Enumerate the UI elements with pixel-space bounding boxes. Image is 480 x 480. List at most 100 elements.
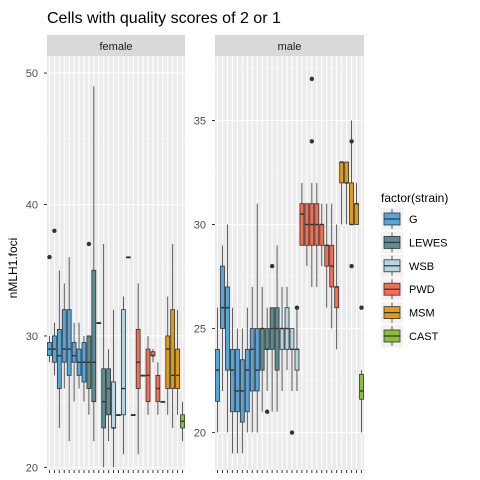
box-body — [349, 182, 354, 225]
box-male-wsb-17 — [294, 305, 300, 391]
box-male-pwd-18 — [299, 182, 305, 246]
outlier-point — [309, 139, 315, 144]
outlier-point — [359, 305, 364, 310]
box-male-msm-29 — [354, 182, 359, 225]
box-body — [71, 342, 77, 363]
box-male-pwd-22 — [319, 203, 325, 267]
box-body — [91, 269, 97, 403]
box-female-msm-25 — [165, 296, 171, 415]
legend-label-cast: CAST — [409, 331, 439, 343]
box-body — [225, 286, 230, 371]
box-male-g-7 — [244, 307, 250, 433]
box-body — [215, 348, 220, 402]
box-male-g-5 — [234, 328, 240, 454]
box-male-msm-27 — [344, 161, 350, 225]
box-body — [279, 328, 285, 350]
legend-item-lewes: LEWES — [381, 231, 448, 254]
box-body — [274, 307, 280, 371]
box-male-g-3 — [225, 224, 230, 433]
box-female-g-5 — [66, 257, 72, 442]
strip-label-male: male — [278, 41, 302, 53]
box-body — [106, 368, 111, 416]
box-male-msm-28 — [349, 120, 354, 269]
box-body — [339, 161, 345, 184]
y-tick-label: 20 — [26, 462, 38, 474]
strip-male — [215, 35, 364, 56]
box-female-lewes-9 — [86, 241, 92, 415]
box-body — [61, 309, 67, 363]
box-body — [135, 328, 141, 389]
box-female-pwd-20 — [140, 374, 146, 377]
box-body — [165, 335, 171, 389]
box-male-pwd-21 — [314, 182, 320, 287]
strip-label-female: female — [99, 41, 132, 53]
box-female-lewes-10 — [91, 86, 97, 442]
box-body — [289, 328, 295, 350]
outlier-point — [289, 430, 295, 435]
panel-background — [47, 56, 185, 470]
box-male-lewes-10 — [259, 286, 265, 412]
box-female-pwd-23 — [155, 362, 161, 415]
y-tick-label: 30 — [194, 220, 206, 232]
box-male-g-1 — [215, 307, 220, 433]
box-male-cast-30 — [359, 305, 364, 433]
box-female-pwd-21 — [145, 335, 151, 415]
box-male-wsb-14 — [279, 286, 285, 391]
outlier-point — [47, 254, 52, 260]
box-body — [175, 348, 180, 389]
box-body — [234, 348, 240, 413]
box-male-lewes-12 — [269, 263, 275, 412]
box-body — [344, 161, 350, 184]
box-body — [244, 348, 250, 413]
panels: female 20 30 40 50 male 20 25 30 35 — [26, 35, 364, 474]
outlier-point — [294, 305, 300, 310]
box-female-msm-26 — [170, 243, 176, 428]
panel-background — [215, 56, 364, 470]
y-axis-title: nMLH1.foci — [6, 238, 20, 299]
outlier-point — [349, 263, 354, 269]
box-body — [170, 309, 176, 389]
box-female-g-3 — [56, 270, 62, 428]
box-female-g-4 — [61, 283, 67, 389]
outlier-point — [52, 228, 57, 233]
box-body — [220, 265, 225, 329]
box-female-lewes-11 — [96, 322, 102, 324]
box-female-g-7 — [76, 322, 82, 389]
box-body — [254, 328, 260, 392]
legend: factor(strain) G LEWES WSB PWD MSM CAST — [381, 191, 448, 347]
box-male-pwd-23 — [324, 203, 330, 308]
box-female-cast-28 — [180, 401, 185, 442]
legend-item-msm: MSM — [381, 301, 435, 324]
box-female-g-1 — [47, 254, 52, 363]
box-body — [56, 328, 62, 389]
outlier-point — [264, 409, 270, 414]
box-body — [259, 328, 265, 371]
box-body — [359, 373, 364, 400]
box-female-g-8 — [81, 335, 87, 402]
box-female-wsb-15 — [116, 414, 121, 416]
box-male-g-9 — [254, 203, 260, 433]
y-tick-label: 40 — [26, 200, 38, 212]
box-male-g-4 — [229, 307, 235, 454]
outlier-point — [309, 76, 315, 82]
legend-item-g: G — [381, 208, 418, 230]
legend-item-pwd: PWD — [381, 278, 435, 301]
y-tick-label: 30 — [26, 331, 38, 343]
box-male-g-2 — [220, 245, 225, 391]
legend-item-cast: CAST — [381, 325, 439, 347]
outlier-point — [269, 263, 275, 269]
legend-title: factor(strain) — [381, 191, 448, 205]
legend-label-msm: MSM — [409, 308, 435, 320]
legend-label-pwd: PWD — [409, 284, 435, 296]
chart-title: Cells with quality scores of 2 or 1 — [47, 10, 281, 27]
outlier-point — [349, 139, 354, 144]
box-body — [319, 224, 325, 246]
box-body — [121, 309, 126, 416]
panel-male: male 20 25 30 35 — [194, 35, 364, 473]
box-body — [249, 328, 255, 392]
box-female-wsb-14 — [111, 309, 116, 468]
box-male-pwd-24 — [329, 203, 335, 329]
box-female-msm-27 — [175, 309, 180, 415]
box-male-g-8 — [249, 286, 255, 433]
